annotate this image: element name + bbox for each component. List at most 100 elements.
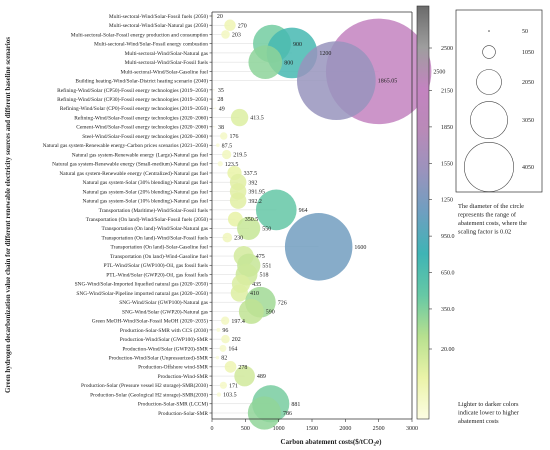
value-label: 176 [229, 134, 238, 140]
bubble-layer [212, 15, 432, 430]
value-label: 590 [266, 310, 275, 316]
colorbar-tick-label: 1850 [441, 125, 453, 131]
category-label: Multi-sectoral-Wind/Solar-Gasoline fuel [120, 68, 208, 75]
bubble [216, 327, 221, 332]
bubble [215, 143, 220, 148]
value-label: 410 [250, 291, 259, 297]
size-legend-box [455, 9, 543, 193]
size-legend-label: 1050 [522, 50, 534, 56]
y-axis-title: Green hydrogen decarbonization value cha… [4, 37, 12, 393]
value-label: 197.4 [231, 319, 245, 325]
colorbar-tick-label: 2500 [441, 46, 453, 52]
value-label: 900 [293, 42, 302, 48]
value-label: 800 [284, 60, 293, 66]
category-label: SNG-Wind/Solar (GWP20)-Natural gas [122, 308, 208, 315]
bubble [238, 298, 264, 324]
bubble [215, 355, 220, 360]
value-label: 392 [248, 180, 257, 186]
value-label: 202 [232, 337, 241, 343]
bubble [296, 41, 376, 120]
value-label: 1600 [354, 245, 366, 251]
value-label: 278 [238, 365, 247, 371]
bubble [217, 161, 223, 167]
size-legend-circle [463, 141, 515, 193]
size-legend-label: 2050 [522, 80, 534, 86]
bubble [224, 19, 236, 31]
category-label: Transportation (On land)-Wind/Solar-Natu… [101, 225, 208, 232]
value-label: 551 [262, 263, 271, 269]
value-label: 203 [232, 33, 241, 39]
bubble [234, 365, 255, 387]
colorbar-tick-label: 1250 [441, 198, 453, 204]
category-label: Natural gas system-Renewable energy-Carb… [43, 142, 209, 149]
category-label: SNG-Wind/Solar-Pipeline imported natural… [76, 290, 208, 297]
bubble [216, 392, 222, 397]
category-label: Transportation (On land)-Wind/Solar-Foss… [101, 234, 208, 241]
value-label: 219.5 [233, 153, 247, 159]
x-tick-label: 2000 [339, 426, 351, 432]
bubble [220, 132, 228, 140]
category-label: Refining-Wind/Solar (CP50)-Fossil energy… [57, 87, 208, 94]
x-tick-label: 2500 [373, 426, 385, 432]
value-label: 881 [291, 402, 300, 408]
category-label: Production-Offshore wind-SMR [138, 364, 208, 371]
value-label: 726 [278, 300, 287, 306]
value-label: 96 [222, 328, 228, 334]
bubble [221, 334, 230, 344]
category-label: PTL-Wind/Solar (GWP20)-Oil, gas fossil f… [106, 271, 208, 278]
value-label: 1865.05 [378, 79, 398, 85]
colorbar-gradient [416, 5, 430, 420]
category-label: Production-Wind/Solar (GWP20)-SMR [122, 345, 208, 352]
x-tick-label: 3000 [406, 426, 418, 432]
x-tick-label: 1000 [273, 426, 285, 432]
category-label: Production-Wind-SMR [158, 374, 209, 380]
value-label: 392.2 [248, 199, 262, 205]
category-label: Production-Solar-SMR (LCCM) [138, 401, 208, 408]
colorbar [416, 5, 430, 420]
value-label: 164 [228, 346, 237, 352]
bubble [213, 98, 215, 100]
x-tick-label: 1500 [306, 426, 318, 432]
category-label: Natural gas system-Solar (20% blending)-… [83, 188, 209, 195]
category-label: Multi-sectoral-Wind/Solar-Fossil fuels (… [109, 13, 208, 20]
category-label: Natural gas system-Renewable energy (Lar… [72, 151, 209, 158]
category-label: Multi-sectoral-Wind/Solar-Natural gas (2… [109, 22, 208, 29]
category-label: Multi-sectoral-Solar-Fossil energy produ… [71, 32, 209, 38]
category-label: SNG-Wind/Solar-Imported liquefied natura… [75, 281, 209, 288]
bubble [230, 108, 249, 127]
value-label: 435 [252, 282, 261, 288]
x-tick-label: 0 [211, 426, 214, 432]
category-label: Transportation (On land)-Wind/Solar-Foss… [86, 216, 208, 223]
bubble [247, 396, 281, 430]
bubble [229, 192, 247, 209]
size-legend-label: 50 [522, 29, 528, 35]
bubble [213, 89, 216, 91]
category-label: Multi-sectoral-Wind/Solar-Fossil fuels [125, 59, 208, 66]
value-label: 518 [259, 273, 268, 279]
value-label: 489 [257, 374, 266, 380]
bubble [213, 125, 216, 128]
category-label: Natural gas system-Renewable energy (Sma… [52, 161, 208, 168]
value-label: 171 [229, 383, 238, 389]
value-label: 413.5 [250, 116, 263, 122]
value-label: 28 [217, 97, 223, 103]
category-label: Refining-Wind/Solar (CP0)-Fossil energy … [60, 105, 208, 112]
category-label: Transportation (On land)-Solar-Gasoline … [111, 244, 209, 251]
category-label: Natural gas system-Solar (30% blending)-… [83, 179, 209, 186]
value-label: 337.5 [244, 171, 258, 177]
category-label: Green MeOH-Wind/Solar-Fossil MeOH (2020~… [92, 318, 208, 325]
category-label: Production-Solar (Geological H2 storage)… [90, 391, 208, 398]
category-label: Natural gas system-Solar (10% blending)-… [83, 198, 209, 205]
category-label: PTL-Wind/Solar (GWP100)-Oil, gas fossil … [104, 262, 208, 269]
category-label: Production-Solar (Pressure vessel H2 sto… [81, 382, 208, 389]
colorbar-tick-label: 20.00 [441, 347, 455, 353]
value-label: 270 [238, 23, 247, 29]
category-label: Production-Wind/Solar (GWP100)-SMR [120, 336, 209, 343]
value-label: 87.5 [222, 143, 233, 149]
bubble [214, 107, 217, 110]
size-legend: 50 1050 2050 3050 4050 [463, 29, 534, 193]
bubble [220, 316, 230, 325]
bubble [221, 30, 230, 39]
category-label: Refining-Wind/Solar-Fossil energy techno… [74, 114, 208, 121]
value-labels: 20 270 203 900 1200 800 2500 1865.05 35 28 49 413.5… [217, 14, 446, 417]
